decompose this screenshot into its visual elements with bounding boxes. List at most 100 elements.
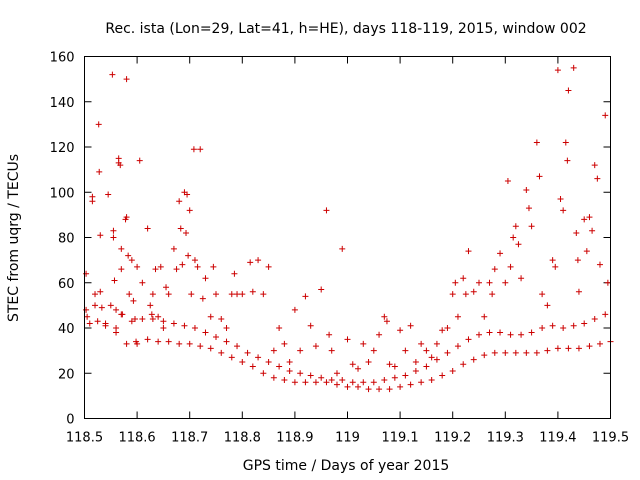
data-point (407, 381, 414, 388)
data-point (512, 349, 519, 356)
data-point (170, 320, 177, 327)
data-point (260, 370, 267, 377)
data-point (163, 284, 170, 291)
data-point (465, 336, 472, 343)
data-point (109, 71, 116, 78)
data-point (302, 379, 309, 386)
data-point (433, 356, 440, 363)
data-point (591, 315, 598, 322)
data-point (518, 331, 525, 338)
data-point (365, 358, 372, 365)
data-point (574, 257, 581, 264)
data-point (402, 372, 409, 379)
data-point (102, 322, 109, 329)
data-point (118, 311, 125, 318)
x-tick-label: 119.5 (592, 431, 629, 446)
data-point (249, 288, 256, 295)
data-point (89, 193, 96, 200)
data-point (170, 245, 177, 252)
data-point (391, 374, 398, 381)
data-point (97, 232, 104, 239)
data-point (130, 297, 137, 304)
data-point (265, 263, 272, 270)
data-point (544, 347, 551, 354)
data-point (139, 315, 146, 322)
data-point (123, 76, 130, 83)
data-point (570, 64, 577, 71)
data-point (460, 361, 467, 368)
data-point (549, 322, 556, 329)
data-point (152, 266, 159, 273)
data-point (286, 358, 293, 365)
data-point (125, 252, 132, 259)
data-point (234, 343, 241, 350)
data-point (391, 363, 398, 370)
data-point (318, 286, 325, 293)
data-point (92, 291, 99, 298)
data-point (276, 363, 283, 370)
data-point (281, 340, 288, 347)
data-point (202, 275, 209, 282)
data-point (323, 379, 330, 386)
data-point (148, 311, 155, 318)
data-point (376, 386, 383, 393)
data-point (602, 311, 609, 318)
data-point (507, 263, 514, 270)
data-point (575, 288, 582, 295)
data-point (176, 198, 183, 205)
data-point (476, 279, 482, 286)
x-tick-label: 119.2 (434, 431, 471, 446)
data-point (96, 168, 103, 175)
data-point (586, 343, 593, 350)
y-tick-label: 0 (66, 413, 74, 428)
data-point (452, 279, 459, 286)
data-point (386, 386, 393, 393)
data-point (523, 349, 530, 356)
data-point (307, 372, 314, 379)
data-point (470, 288, 477, 295)
data-point (165, 291, 172, 298)
data-point (234, 291, 241, 298)
data-point (491, 349, 498, 356)
data-point (355, 365, 362, 372)
data-point (554, 345, 561, 352)
data-point (136, 157, 143, 164)
data-point (144, 336, 151, 343)
x-tick-label: 118.7 (171, 431, 208, 446)
data-point (602, 112, 609, 119)
data-point (128, 257, 135, 264)
data-point (552, 263, 559, 270)
data-point (497, 250, 504, 257)
plot-frame (84, 56, 611, 419)
data-point (370, 379, 377, 386)
x-tick-label: 118.8 (224, 431, 261, 446)
data-point (573, 229, 580, 236)
data-point (249, 363, 256, 370)
data-point (213, 291, 219, 298)
data-point (326, 331, 333, 338)
data-point (118, 266, 125, 273)
data-point (339, 245, 346, 252)
data-point (131, 315, 138, 322)
data-point (155, 313, 162, 320)
data-point (110, 234, 117, 241)
x-tick-label: 118.5 (66, 431, 103, 446)
data-point (583, 248, 590, 255)
data-point (84, 313, 91, 320)
data-point (360, 379, 367, 386)
data-point (173, 266, 180, 273)
data-points (83, 64, 614, 393)
data-point (560, 325, 567, 331)
data-point (177, 225, 184, 232)
data-point (239, 358, 246, 365)
data-point (449, 291, 456, 298)
data-point (383, 318, 390, 325)
data-point (191, 325, 198, 331)
data-point (596, 261, 603, 268)
y-tick-label: 60 (58, 277, 75, 292)
chart-title: Rec. ista (Lon=29, Lat=41, h=HE), days 1… (105, 21, 586, 37)
data-point (349, 379, 356, 386)
data-point (549, 257, 556, 264)
data-point (528, 223, 535, 230)
x-axis-label: GPS time / Days of year 2015 (243, 458, 450, 474)
